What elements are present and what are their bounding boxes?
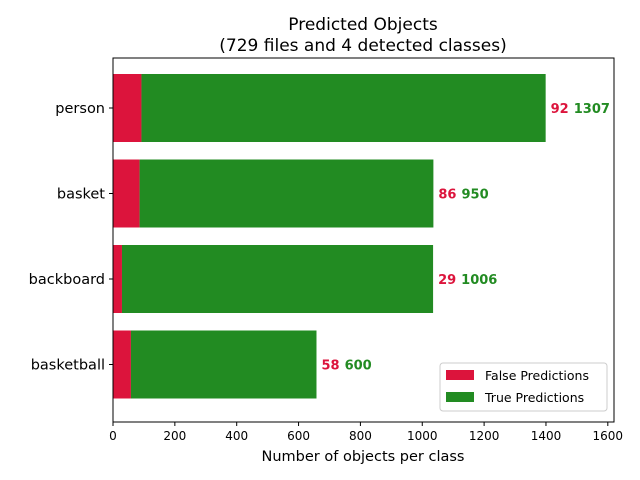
bars-group <box>113 74 546 399</box>
legend-swatch-false <box>446 370 474 380</box>
data-label-basket-false: 86 <box>438 188 456 203</box>
x-tick-label-0: 0 <box>109 429 117 443</box>
data-label-backboard-false: 29 <box>438 273 456 288</box>
bar-basket-false <box>113 159 140 228</box>
legend-box <box>439 362 608 412</box>
data-label-basket-true: 950 <box>461 188 488 203</box>
data-label-basketball-true: 600 <box>345 359 372 374</box>
data-labels-group: 92 1307 86 950 29 1006 58 600 <box>321 102 609 374</box>
data-label-basketball-false: 58 <box>321 359 339 374</box>
bar-backboard-false <box>113 245 122 313</box>
bar-basketball-true <box>130 330 317 399</box>
chart-title-line-1: Predicted Objects <box>288 15 438 35</box>
x-tick-label-1200: 1200 <box>469 429 500 443</box>
category-labels-group: person basket backboard basketball <box>29 101 113 374</box>
x-tick-label-1000: 1000 <box>407 429 438 443</box>
legend-label-true: True Predictions <box>484 390 584 405</box>
data-label-backboard-true: 1006 <box>461 273 497 288</box>
legend-label-false: False Predictions <box>485 368 589 383</box>
x-ticks-group: 0 200 400 600 800 1000 1200 1400 1600 <box>109 422 623 443</box>
category-label-backboard: backboard <box>29 272 105 288</box>
data-label-person-false: 92 <box>551 102 569 117</box>
legend: False Predictions True Predictions <box>439 362 608 412</box>
chart-title-line-2: (729 files and 4 detected classes) <box>219 36 506 56</box>
category-label-person: person <box>55 101 105 117</box>
plot-frame <box>112 57 615 423</box>
x-tick-label-1400: 1400 <box>531 429 562 443</box>
x-tick-label-400: 400 <box>225 429 248 443</box>
x-axis-label: Number of objects per class <box>262 449 465 465</box>
legend-swatch-true <box>446 392 474 402</box>
x-tick-label-1600: 1600 <box>593 429 624 443</box>
x-tick-label-800: 800 <box>349 429 372 443</box>
bar-person-false <box>113 74 142 142</box>
category-label-basketball: basketball <box>31 358 105 374</box>
bar-person-true <box>141 74 546 142</box>
bar-backboard-true <box>121 245 434 313</box>
bar-basket-true <box>139 159 434 228</box>
data-label-person-true: 1307 <box>574 102 610 117</box>
category-label-basket: basket <box>57 187 105 203</box>
bar-basketball-false <box>113 330 131 399</box>
x-tick-label-600: 600 <box>287 429 310 443</box>
x-tick-label-200: 200 <box>163 429 186 443</box>
